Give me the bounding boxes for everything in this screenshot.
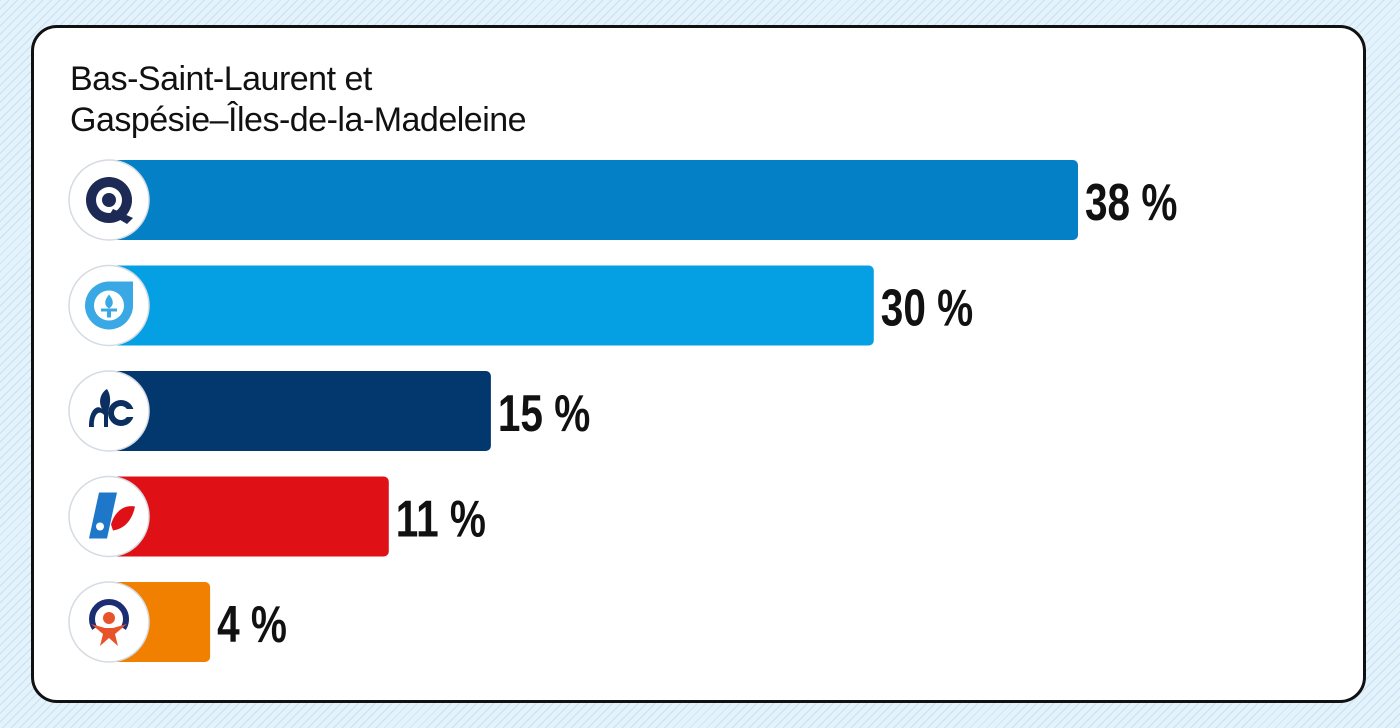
bar-value-label: 15 % xyxy=(498,384,590,442)
bar xyxy=(108,265,874,346)
caq-logo-icon xyxy=(68,159,150,241)
bar-value-label: 11 % xyxy=(396,490,486,548)
bar xyxy=(108,371,491,451)
bar xyxy=(108,160,1078,240)
qs-logo-icon xyxy=(68,581,150,663)
chart-title: Bas-Saint-Laurent et Gaspésie–Îles-de-la… xyxy=(70,59,527,141)
chart-title-line-2: Gaspésie–Îles-de-la-Madeleine xyxy=(70,101,527,139)
chart-card xyxy=(31,25,1366,703)
bar-value-label: 4 % xyxy=(217,595,287,653)
bar xyxy=(108,476,389,557)
pq-logo-icon xyxy=(68,264,150,347)
bar-value-label: 38 % xyxy=(1085,173,1177,231)
plq-logo-icon xyxy=(68,475,150,558)
bar-row: 4 % xyxy=(68,581,287,663)
bar-row: 38 % xyxy=(68,159,1177,241)
chart-title-line-1: Bas-Saint-Laurent et xyxy=(70,60,372,98)
bar-row: 15 % xyxy=(68,370,590,452)
pcq-logo-icon xyxy=(68,370,150,452)
bar-row: 30 % xyxy=(68,264,973,347)
bar-row: 11 % xyxy=(68,475,486,558)
bar-value-label: 30 % xyxy=(881,279,973,337)
